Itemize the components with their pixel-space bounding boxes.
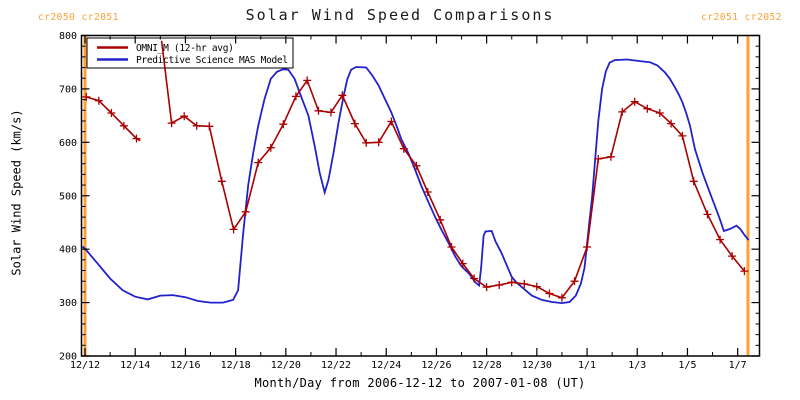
- y-tick-label: 700: [59, 84, 77, 95]
- x-tick-label: 12/12: [70, 360, 100, 371]
- data-point-plus-marker: [350, 119, 359, 128]
- data-point-plus-marker: [303, 76, 312, 85]
- y-tick-label: 800: [59, 31, 77, 42]
- data-point-plus-marker: [703, 210, 712, 219]
- x-tick-label: 12/26: [421, 360, 451, 371]
- data-point-plus-marker: [557, 293, 566, 302]
- data-point-plus-marker: [107, 109, 116, 117]
- data-point-plus-marker: [458, 259, 467, 268]
- data-point-plus-marker: [740, 267, 749, 276]
- data-point-plus-marker: [716, 235, 725, 244]
- data-point-plus-marker: [545, 289, 554, 298]
- data-point-plus-marker: [689, 177, 698, 186]
- data-point-plus-marker: [291, 92, 300, 101]
- data-point-plus-marker: [279, 120, 288, 129]
- data-point-plus-marker: [167, 119, 176, 128]
- data-point-plus-marker: [338, 91, 347, 100]
- data-point-plus-marker: [132, 134, 141, 143]
- legend-label: Predictive Science MAS Model: [136, 55, 288, 66]
- data-point-plus-marker: [630, 97, 639, 106]
- data-point-plus-marker: [606, 152, 615, 161]
- data-point-plus-marker: [728, 252, 737, 261]
- data-point-plus-marker: [412, 161, 421, 170]
- x-tick-label: 1/5: [678, 360, 696, 371]
- x-axis-title: Month/Day from 2006-12-12 to 2007-01-08 …: [254, 376, 586, 390]
- data-point-plus-marker: [570, 277, 579, 286]
- data-point-plus-marker: [180, 112, 189, 121]
- data-point-plus-marker: [387, 117, 396, 126]
- x-tick-label: 1/7: [729, 360, 747, 371]
- data-point-plus-marker: [447, 243, 456, 251]
- data-point-plus-marker: [507, 278, 516, 287]
- data-point-plus-marker: [594, 154, 603, 163]
- series-line-mas_blue: [81, 58, 750, 305]
- x-tick-label: 1/1: [578, 360, 596, 371]
- data-point-plus-marker: [520, 279, 529, 288]
- x-tick-label: 12/14: [120, 360, 150, 371]
- data-point-plus-marker: [678, 131, 687, 140]
- plot-frame: [80, 34, 761, 357]
- carrington-label-right: cr2051 cr2052: [701, 12, 782, 23]
- series-line-omni_red: [160, 40, 746, 299]
- legend-box: [86, 37, 294, 69]
- data-point-plus-marker: [667, 119, 676, 128]
- data-point-plus-marker: [399, 144, 408, 153]
- y-tick-label: 600: [59, 138, 77, 149]
- data-point-plus-marker: [327, 108, 335, 117]
- x-tick-label: 12/16: [170, 360, 200, 371]
- data-point-plus-marker: [205, 122, 214, 131]
- data-point-plus-marker: [192, 121, 201, 130]
- data-point-plus-marker: [119, 121, 128, 130]
- y-tick-label: 500: [59, 191, 77, 202]
- data-point-plus-marker: [470, 274, 479, 283]
- data-point-plus-marker: [495, 281, 504, 289]
- x-tick-label: 1/3: [628, 360, 646, 371]
- data-point-plus-marker: [618, 107, 627, 116]
- data-point-plus-marker: [266, 143, 275, 152]
- legend-label: OMNI_M (12-hr avg): [136, 43, 234, 54]
- x-tick-label: 12/24: [371, 360, 401, 371]
- x-tick-label: 12/20: [271, 360, 301, 371]
- data-point-plus-marker: [583, 243, 592, 251]
- data-point-plus-marker: [482, 283, 491, 292]
- data-point-plus-marker: [532, 282, 541, 291]
- data-point-plus-marker: [436, 215, 445, 224]
- x-tick-label: 12/28: [472, 360, 502, 371]
- y-axis-title: Solar Wind Speed (km/s): [9, 109, 24, 276]
- data-point-plus-marker: [94, 96, 103, 105]
- data-point-plus-marker: [423, 188, 432, 196]
- x-tick-label: 12/30: [522, 360, 552, 371]
- data-point-plus-marker: [229, 225, 238, 234]
- x-tick-label: 12/18: [221, 360, 251, 371]
- data-point-plus-marker: [82, 92, 91, 101]
- y-tick-label: 200: [59, 352, 77, 363]
- data-point-plus-marker: [254, 158, 263, 167]
- data-point-plus-marker: [217, 177, 226, 186]
- chart-title: Solar Wind Speed Comparisons: [245, 6, 555, 24]
- carrington-label-left: cr2050 cr2051: [38, 12, 119, 23]
- data-point-plus-marker: [314, 106, 323, 115]
- data-point-plus-marker: [643, 104, 652, 113]
- data-point-plus-marker: [655, 109, 664, 117]
- x-tick-label: 12/22: [321, 360, 351, 371]
- data-point-plus-marker: [241, 207, 250, 216]
- y-tick-label: 300: [59, 298, 77, 309]
- data-point-plus-marker: [362, 138, 371, 147]
- y-tick-label: 400: [59, 245, 77, 256]
- data-point-plus-marker: [374, 138, 383, 147]
- series-line-omni_red: [86, 96, 141, 142]
